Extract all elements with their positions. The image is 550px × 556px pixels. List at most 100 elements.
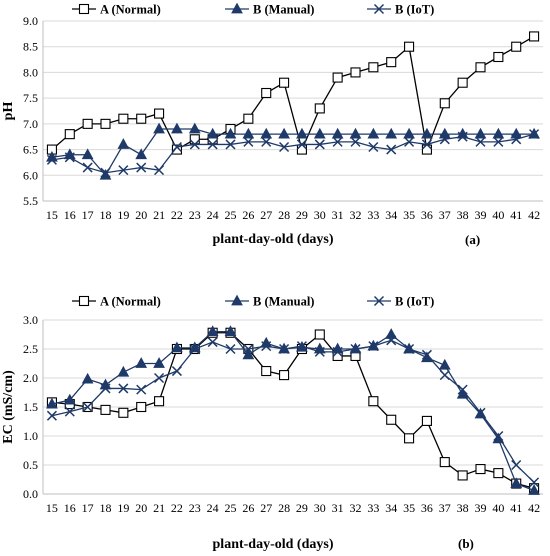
chart-panel-2: 0.0 0.5 1.0 1.5 2.0 2.5 3.0 15 16 17 18 19 20 21 22 23 2…: [1, 294, 543, 552]
data-point: [261, 136, 272, 147]
legend-marker: [231, 294, 243, 306]
x-tick-label: 37: [439, 501, 451, 515]
series-3: [46, 129, 540, 178]
data-point: [368, 396, 379, 407]
data-point: [189, 343, 200, 355]
x-tick-label: 24: [207, 208, 219, 222]
y-tick-label: 8.0: [23, 65, 38, 79]
x-tick-label: 15: [46, 501, 58, 515]
data-point: [64, 129, 75, 140]
x-tick-label: 21: [153, 208, 165, 222]
x-tick-label: 20: [135, 208, 147, 222]
x-tick-label: 40: [492, 501, 504, 515]
data-point: [100, 167, 111, 178]
series-line: [51, 339, 535, 483]
data-point: [82, 118, 93, 129]
data-point: [475, 136, 486, 147]
y-tick-label: 0.5: [23, 458, 38, 472]
data-point: [314, 139, 325, 150]
y-tick-label: 6.5: [23, 143, 38, 157]
data-point: [153, 357, 165, 368]
x-tick-label: 23: [189, 208, 201, 222]
panel-label: (a): [465, 232, 480, 247]
y-tick-label: 7.5: [23, 91, 38, 105]
x-tick-label: 20: [135, 501, 147, 515]
data-point: [135, 148, 148, 160]
data-point: [386, 57, 397, 68]
data-point: [421, 127, 433, 139]
data-point: [475, 464, 486, 475]
data-point: [118, 165, 129, 176]
x-tick-label: 22: [171, 501, 183, 515]
x-tick-label: 41: [510, 501, 522, 515]
x-axis-title: plant-day-old (days): [213, 537, 334, 552]
x-tick-label: 34: [385, 501, 397, 515]
x-tick-label: 17: [82, 501, 94, 515]
data-point: [367, 127, 380, 139]
x-tick-label: 24: [207, 501, 219, 515]
legend: A (Normal) B (Manual) B (IoT): [72, 3, 434, 17]
data-point: [63, 393, 76, 405]
legend-label: B (IoT): [395, 3, 434, 17]
y-tick-label: 2.5: [23, 342, 38, 356]
data-point: [493, 51, 504, 63]
data-point: [136, 113, 147, 124]
x-tick-label: 22: [171, 208, 183, 222]
data-point: [493, 136, 504, 147]
data-point: [492, 127, 505, 139]
y-tick-label: 8.5: [23, 40, 38, 54]
data-point: [100, 118, 111, 129]
data-point: [46, 397, 58, 409]
data-point: [529, 477, 540, 488]
data-point: [136, 162, 147, 173]
y-tick-label: 1.5: [23, 400, 38, 414]
data-point: [171, 144, 182, 155]
y-axis-title: pH: [1, 102, 16, 121]
data-point: [510, 127, 523, 139]
data-point: [279, 370, 290, 381]
x-tick-label: 35: [403, 208, 415, 222]
x-tick-label: 18: [100, 208, 112, 222]
series-3: [46, 335, 540, 488]
data-point: [350, 67, 361, 78]
series-line: [51, 128, 535, 177]
data-point: [404, 136, 415, 147]
x-tick-label: 33: [367, 501, 379, 515]
data-point: [82, 162, 93, 173]
data-point: [386, 335, 397, 346]
data-point: [154, 372, 165, 384]
x-tick-label: 31: [332, 208, 344, 222]
x-tick-label: 19: [117, 208, 129, 222]
data-point: [64, 152, 75, 163]
series-line: [51, 35, 535, 152]
data-point: [207, 139, 218, 150]
series-1: [46, 327, 540, 494]
data-point: [493, 430, 504, 442]
data-point: [296, 341, 307, 352]
x-tick-label: 17: [82, 208, 94, 222]
data-point: [332, 72, 343, 83]
data-point: [46, 154, 57, 165]
series-line: [51, 133, 535, 174]
data-point: [438, 358, 451, 370]
data-point: [225, 343, 236, 355]
x-tick-label: 26: [242, 501, 254, 515]
data-point: [528, 484, 540, 495]
data-point: [439, 457, 450, 468]
data-point: [189, 139, 200, 150]
x-tick-label: 29: [296, 501, 308, 515]
data-point: [457, 384, 468, 395]
data-point: [404, 433, 415, 444]
data-point: [332, 346, 343, 357]
data-point: [368, 141, 379, 153]
data-point: [154, 396, 165, 407]
data-point: [368, 62, 379, 73]
legend-marker: [231, 2, 243, 14]
data-point: [243, 113, 254, 124]
data-point: [261, 341, 272, 352]
data-point: [296, 139, 307, 150]
legend-label: A (Normal): [100, 295, 161, 309]
data-point: [313, 127, 326, 139]
data-point: [206, 127, 219, 139]
x-tick-label: 18: [100, 501, 112, 515]
